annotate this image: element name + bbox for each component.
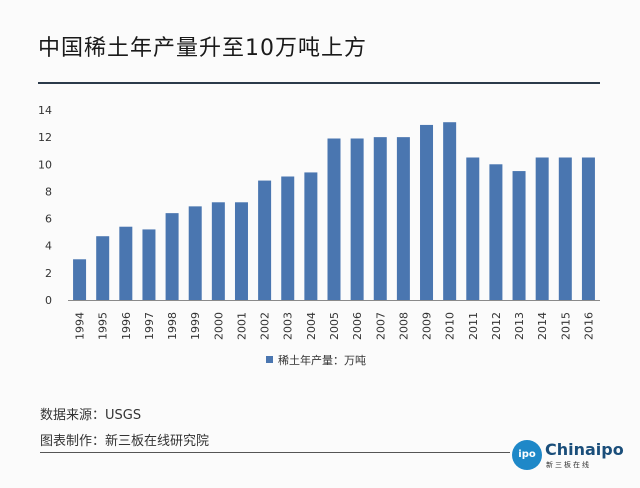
x-tick-label: 2009 (421, 312, 434, 340)
bar (281, 176, 295, 300)
bar (558, 157, 572, 300)
bar (420, 124, 434, 300)
bar (96, 236, 110, 300)
x-tick-label: 2011 (467, 312, 480, 340)
bar (466, 157, 480, 300)
y-tick-label: 0 (45, 294, 52, 307)
bar-chart: 0 2 4 6 8 10 12 14 1994 1995 1996 1997 1998 1999 2000 2… (38, 104, 600, 367)
bar (512, 171, 526, 300)
bar (258, 180, 272, 300)
bar (119, 226, 133, 300)
x-tick-label: 2005 (328, 312, 341, 340)
chart-maker: 图表制作：新三板在线研究院 (40, 434, 210, 449)
bar (373, 137, 387, 300)
y-tick-label: 12 (38, 131, 52, 144)
chinaipo-logo: ipo Chinaipo 新三板在线 (512, 438, 624, 478)
x-tick-label: 2013 (513, 312, 526, 340)
x-tick-label: 1994 (74, 312, 87, 340)
x-tick-label: 2007 (374, 312, 387, 340)
logo-circle: ipo (512, 440, 542, 470)
x-tick-label: 1999 (189, 312, 202, 340)
x-tick-label: 2001 (235, 312, 248, 340)
x-tick-label: 2006 (351, 312, 364, 340)
x-tick-label: 2008 (397, 312, 410, 340)
bar (188, 206, 202, 300)
bar (165, 213, 179, 300)
x-tick-label: 1995 (97, 312, 110, 340)
x-tick-label: 2003 (282, 312, 295, 340)
legend-label: 稀土年产量：万吨 (278, 353, 366, 367)
bar (489, 164, 503, 300)
x-tick-label: 2012 (490, 312, 503, 340)
title-divider (38, 82, 600, 84)
x-tick-label: 2004 (305, 312, 318, 340)
x-tick-label: 2014 (536, 312, 549, 340)
y-tick-label: 8 (45, 185, 52, 198)
legend-swatch (266, 356, 273, 363)
x-tick-label: 2002 (259, 312, 272, 340)
bottom-divider (40, 452, 510, 453)
x-tick-label: 2000 (212, 312, 225, 340)
bar (234, 202, 248, 300)
bar (581, 157, 595, 300)
x-tick-label: 2016 (582, 312, 595, 340)
y-tick-label: 4 (45, 240, 52, 253)
x-tick-label: 2015 (559, 312, 572, 340)
bar (73, 259, 87, 300)
bar (327, 138, 341, 300)
bar (350, 138, 364, 300)
bar (396, 137, 410, 300)
x-tick-label: 2010 (444, 312, 457, 340)
x-tick-label: 1998 (166, 312, 179, 340)
bar (211, 202, 225, 300)
x-tick-label: 1996 (120, 312, 133, 340)
bar (535, 157, 549, 300)
logo-brand: Chinaipo (545, 440, 624, 459)
chart-title: 中国稀土年产量升至10万吨上方 (38, 36, 367, 61)
bar (443, 122, 457, 300)
y-tick-label: 10 (38, 158, 52, 171)
bar (304, 172, 318, 300)
logo-sub: 新三板在线 (546, 461, 591, 469)
x-tick-label: 1997 (143, 312, 156, 340)
y-tick-label: 6 (45, 213, 52, 226)
y-tick-label: 14 (38, 104, 52, 117)
data-source: 数据来源：USGS (40, 408, 142, 423)
bar (142, 229, 156, 300)
y-tick-label: 2 (45, 267, 52, 280)
